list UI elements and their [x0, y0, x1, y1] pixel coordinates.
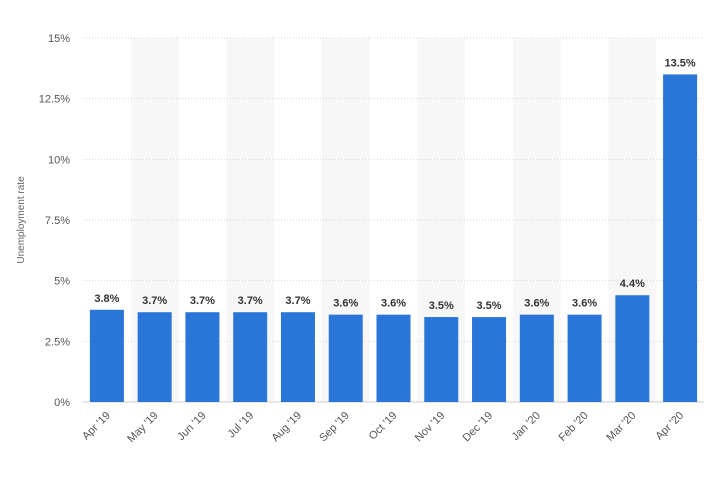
x-tick-label: Feb '20	[557, 410, 591, 444]
x-tick-label: Oct '19	[367, 410, 400, 443]
x-tick-label: Mar '20	[604, 410, 638, 444]
bar	[519, 314, 554, 402]
y-tick-label: 5%	[54, 276, 70, 288]
x-tick-label: Apr '20	[653, 410, 686, 443]
data-label: 3.6%	[381, 298, 406, 310]
x-tick-label: Nov '19	[413, 410, 448, 445]
y-tick-label: 7.5%	[45, 215, 70, 227]
bar	[137, 312, 172, 402]
y-tick-label: 12.5%	[39, 94, 70, 106]
y-tick-label: 2.5%	[45, 336, 70, 348]
x-tick-label: Jun '19	[175, 410, 208, 443]
y-axis-ticks: 0% 2.5% 5% 7.5% 10% 12.5% 15%	[39, 33, 70, 409]
bar	[424, 317, 459, 402]
data-label: 13.5%	[665, 57, 696, 69]
x-tick-label: Jul '19	[226, 410, 257, 441]
bar	[328, 314, 363, 402]
bar	[185, 312, 220, 402]
y-tick-label: 0%	[54, 397, 70, 409]
x-tick-label: Sep '19	[317, 410, 352, 445]
data-label: 3.6%	[572, 298, 597, 310]
bar	[472, 317, 507, 402]
bar	[233, 312, 268, 402]
data-label: 3.8%	[94, 293, 119, 305]
data-label: 3.6%	[333, 298, 358, 310]
data-label: 3.7%	[142, 295, 167, 307]
y-tick-label: 10%	[48, 154, 70, 166]
x-tick-label: May '19	[125, 410, 160, 445]
bar	[376, 314, 411, 402]
data-label: 3.7%	[190, 295, 215, 307]
x-tick-label: Dec '19	[461, 410, 496, 445]
data-labels: 3.8% 3.7% 3.7% 3.7% 3.7% 3.6% 3.6% 3.5% 3.5% 3.6%…	[94, 57, 696, 312]
bar	[89, 309, 124, 402]
data-label: 3.5%	[476, 300, 501, 312]
bars	[89, 74, 698, 403]
data-label: 3.5%	[429, 300, 454, 312]
bar	[615, 295, 650, 402]
data-label: 4.4%	[620, 278, 645, 290]
bar	[280, 312, 315, 402]
bar	[567, 314, 602, 402]
x-tick-label: Apr '19	[80, 410, 113, 443]
data-label: 3.6%	[524, 298, 549, 310]
data-label: 3.7%	[285, 295, 310, 307]
x-axis-ticks: Apr '19 May '19 Jun '19 Jul '19 Aug '19 Sep '…	[80, 410, 686, 445]
x-tick-label: Aug '19	[269, 410, 304, 445]
data-label: 3.7%	[238, 295, 263, 307]
x-tick-label: Jan '20	[510, 410, 543, 443]
bar	[663, 74, 698, 403]
y-axis-title: Unemployment rate	[16, 176, 27, 264]
y-tick-label: 15%	[48, 33, 70, 45]
